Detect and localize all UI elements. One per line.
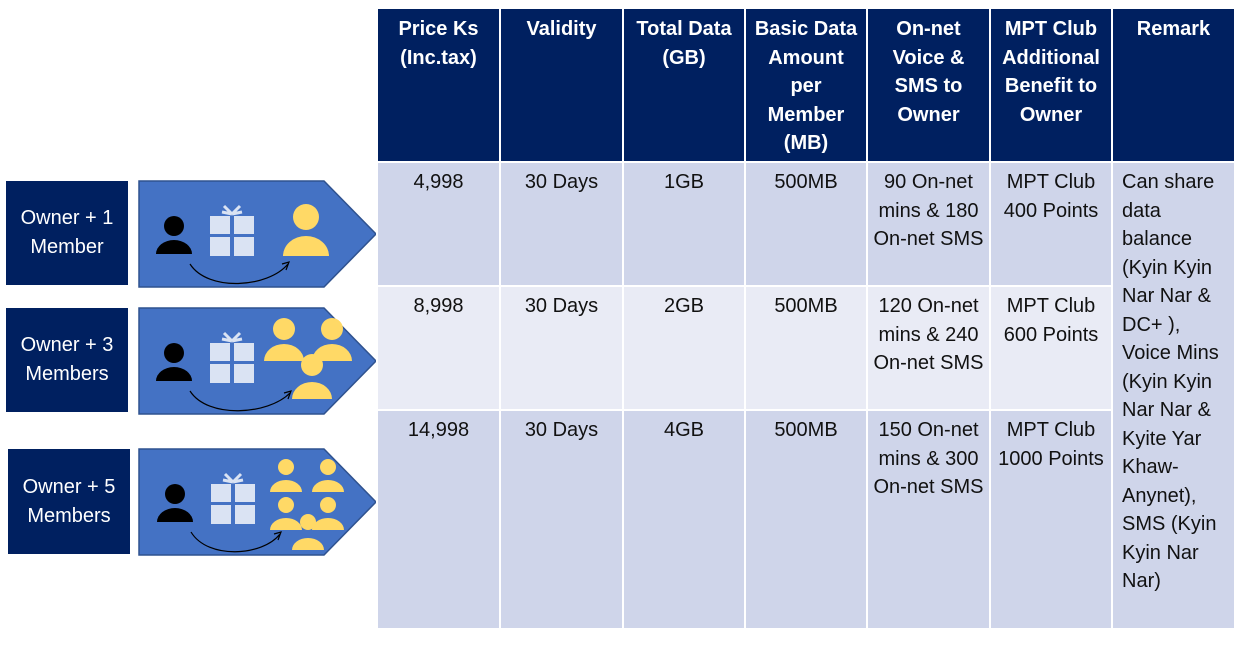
voice-sms-cell: 90 On-net mins & 180 On-net SMS: [866, 161, 991, 287]
plan-arrow-3: [138, 448, 378, 556]
person-icon: [292, 354, 332, 399]
validity-cell: 30 Days: [499, 285, 624, 411]
person-icon: [283, 204, 329, 256]
plan-arrow-2: [138, 307, 378, 415]
person-icon: [312, 318, 352, 361]
person-icon: [312, 459, 344, 492]
plan-label-3: Owner + 5 Members: [8, 449, 130, 554]
voice-sms-cell: 120 On-net mins & 240 On-net SMS: [866, 285, 991, 411]
price-cell: 14,998: [376, 409, 501, 630]
header-voice-sms: On-net Voice & SMS to Owner: [866, 7, 991, 163]
person-icon: [270, 459, 302, 492]
plan-label-1: Owner + 1 Member: [6, 181, 128, 285]
table-row: 4,998 30 Days 1GB 500MB 90 On-net mins &…: [376, 161, 1236, 630]
person-icon: [156, 343, 192, 381]
price-cell: 4,998: [376, 161, 501, 287]
remark-cell: Can share data balance (Kyin Kyin Nar Na…: [1111, 161, 1236, 630]
header-basic-data: Basic Data Amount per Member (MB): [744, 7, 868, 163]
price-cell: 8,998: [376, 285, 501, 411]
basic-data-cell: 500MB: [744, 409, 868, 630]
person-icon: [292, 514, 324, 550]
header-price: Price Ks (Inc.tax): [376, 7, 501, 163]
gift-icon: [210, 204, 254, 256]
header-club-benefit: MPT Club Additional Benefit to Owner: [989, 7, 1113, 163]
club-benefit-cell: MPT Club 400 Points: [989, 161, 1113, 287]
header-validity: Validity: [499, 7, 624, 163]
gift-icon: [211, 472, 255, 524]
curved-arrow-icon: [190, 531, 281, 553]
plans-table: Price Ks (Inc.tax) Validity Total Data (…: [376, 7, 1236, 630]
header-remark: Remark: [1111, 7, 1236, 163]
person-icon: [312, 497, 344, 530]
total-data-cell: 1GB: [622, 161, 746, 287]
club-benefit-cell: MPT Club 600 Points: [989, 285, 1113, 411]
basic-data-cell: 500MB: [744, 285, 868, 411]
person-icon: [270, 497, 302, 530]
plan-label-2: Owner + 3 Members: [6, 308, 128, 412]
plan-arrow-1: [138, 180, 378, 288]
table-row: 14,998 30 Days 4GB 500MB 150 On-net mins…: [376, 409, 1235, 630]
curved-arrow-icon: [189, 263, 289, 285]
table-row: 8,998 30 Days 2GB 500MB 120 On-net mins …: [376, 285, 1235, 411]
curved-arrow-icon: [189, 390, 291, 412]
gift-icon: [210, 331, 254, 383]
total-data-cell: 2GB: [622, 285, 746, 411]
validity-cell: 30 Days: [499, 161, 624, 287]
person-icon: [264, 318, 304, 361]
club-benefit-cell: MPT Club 1000 Points: [989, 409, 1113, 630]
table-header-row: Price Ks (Inc.tax) Validity Total Data (…: [376, 7, 1236, 163]
voice-sms-cell: 150 On-net mins & 300 On-net SMS: [866, 409, 991, 630]
validity-cell: 30 Days: [499, 409, 624, 630]
person-icon: [156, 216, 192, 254]
header-total-data: Total Data (GB): [622, 7, 746, 163]
basic-data-cell: 500MB: [744, 161, 868, 287]
total-data-cell: 4GB: [622, 409, 746, 630]
person-icon: [157, 484, 193, 522]
